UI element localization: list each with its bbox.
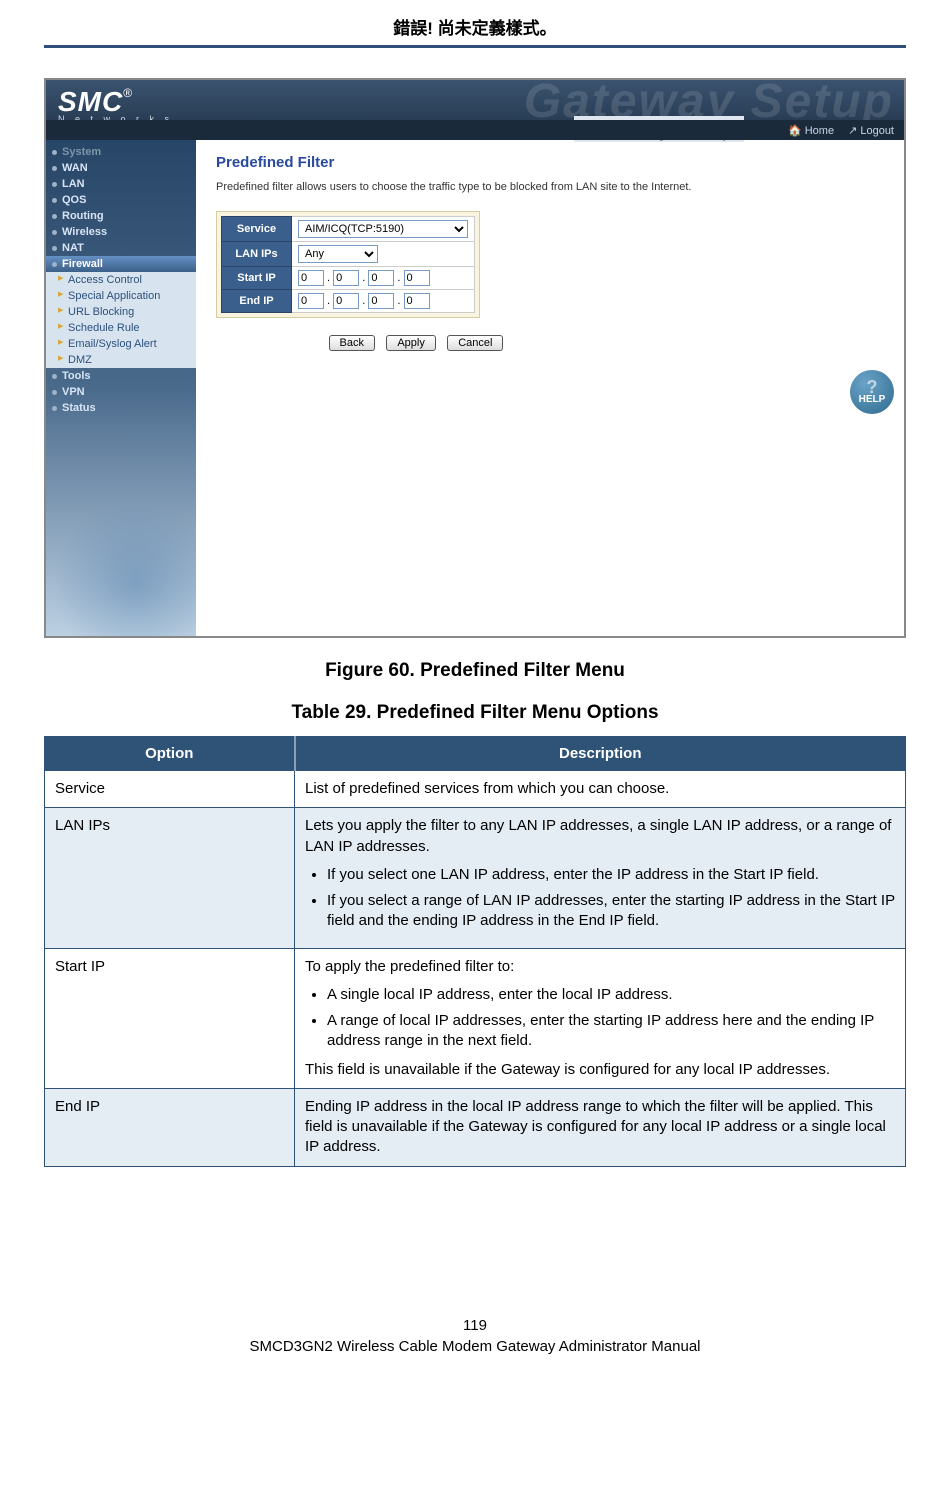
content-panel: Predefined Filter Predefined filter allo…: [196, 140, 904, 636]
sidebar-item-routing[interactable]: Routing: [46, 208, 196, 224]
sidebar-decoration: [46, 506, 196, 636]
home-link[interactable]: 🏠 Home: [788, 124, 834, 137]
sidebar-item-wireless[interactable]: Wireless: [46, 224, 196, 240]
sidebar-item-qos[interactable]: QOS: [46, 192, 196, 208]
description-cell: List of predefined services from which y…: [295, 771, 906, 808]
page-footer: 119 SMCD3GN2 Wireless Cable Modem Gatewa…: [44, 1317, 906, 1355]
header-error-text: 錯誤! 尚未定義樣式。: [44, 10, 906, 45]
sidebar-item-dmz[interactable]: DMZ: [46, 352, 196, 368]
shot-header: SMC® N e t w o r k s Gateway Setup Gatew…: [46, 80, 904, 140]
top-bar: 🏠 Home ↗ Logout: [46, 120, 904, 140]
table-caption: Table 29. Predefined Filter Menu Options: [44, 702, 906, 724]
logo: SMC® N e t w o r k s: [58, 86, 173, 124]
endip-oct1[interactable]: [298, 293, 324, 309]
panel-title: Predefined Filter: [216, 154, 884, 171]
sidebar-item-vpn[interactable]: VPN: [46, 384, 196, 400]
table-row: LAN IPsLets you apply the filter to any …: [45, 808, 906, 948]
sidebar-item-nat[interactable]: NAT: [46, 240, 196, 256]
endip-oct4[interactable]: [404, 293, 430, 309]
sidebar-item-special-application[interactable]: Special Application: [46, 288, 196, 304]
list-item: If you select one LAN IP address, enter …: [327, 865, 895, 885]
table-row: End IPEnding IP address in the local IP …: [45, 1088, 906, 1166]
description-cell: Ending IP address in the local IP addres…: [295, 1088, 906, 1166]
header-rule: [44, 45, 906, 48]
logo-text: SMC: [58, 86, 123, 117]
logout-link[interactable]: ↗ Logout: [848, 124, 894, 137]
sidebar: SystemWANLANQOSRoutingWirelessNATFirewal…: [46, 140, 196, 636]
logo-reg: ®: [123, 86, 132, 100]
endip-oct2[interactable]: [333, 293, 359, 309]
lanips-label: LAN IPs: [222, 242, 292, 267]
options-table: Option Description ServiceList of predef…: [44, 736, 906, 1167]
sidebar-item-email-syslog-alert[interactable]: Email/Syslog Alert: [46, 336, 196, 352]
service-label: Service: [222, 217, 292, 242]
figure-caption: Figure 60. Predefined Filter Menu: [44, 660, 906, 682]
description-cell: To apply the predefined filter to:A sing…: [295, 948, 906, 1088]
help-icon: ?: [867, 380, 878, 394]
list-item: A single local IP address, enter the loc…: [327, 985, 895, 1005]
page-number: 119: [44, 1317, 906, 1334]
startip-label: Start IP: [222, 267, 292, 290]
table-row: ServiceList of predefined services from …: [45, 771, 906, 808]
sidebar-item-url-blocking[interactable]: URL Blocking: [46, 304, 196, 320]
description-cell: Lets you apply the filter to any LAN IP …: [295, 808, 906, 948]
startip-oct1[interactable]: [298, 270, 324, 286]
lanips-select[interactable]: Any: [298, 245, 378, 263]
option-cell: Start IP: [45, 948, 295, 1088]
table-row: Start IPTo apply the predefined filter t…: [45, 948, 906, 1088]
manual-title: SMCD3GN2 Wireless Cable Modem Gateway Ad…: [44, 1338, 906, 1355]
sidebar-item-status[interactable]: Status: [46, 400, 196, 416]
option-cell: Service: [45, 771, 295, 808]
sidebar-item-firewall[interactable]: Firewall: [46, 256, 196, 272]
sidebar-item-system[interactable]: System: [46, 144, 196, 160]
col-description-header: Description: [295, 737, 906, 771]
back-button[interactable]: Back: [329, 335, 375, 351]
sidebar-item-schedule-rule[interactable]: Schedule Rule: [46, 320, 196, 336]
filter-form: Service AIM/ICQ(TCP:5190) LAN IPs: [216, 211, 480, 318]
col-option-header: Option: [45, 737, 295, 771]
option-cell: End IP: [45, 1088, 295, 1166]
sidebar-item-access-control[interactable]: Access Control: [46, 272, 196, 288]
startip-oct3[interactable]: [368, 270, 394, 286]
startip-oct4[interactable]: [404, 270, 430, 286]
cancel-button[interactable]: Cancel: [447, 335, 503, 351]
help-button[interactable]: ? HELP: [850, 370, 894, 414]
endip-label: End IP: [222, 290, 292, 313]
endip-fields: . . .: [292, 290, 475, 313]
list-item: A range of local IP addresses, enter the…: [327, 1011, 895, 1052]
list-item: If you select a range of LAN IP addresse…: [327, 891, 895, 932]
sidebar-item-tools[interactable]: Tools: [46, 368, 196, 384]
startip-oct2[interactable]: [333, 270, 359, 286]
screenshot-frame: SMC® N e t w o r k s Gateway Setup Gatew…: [44, 78, 906, 638]
startip-fields: . . .: [292, 267, 475, 290]
service-select[interactable]: AIM/ICQ(TCP:5190): [298, 220, 468, 238]
panel-intro-text: Predefined filter allows users to choose…: [216, 181, 884, 193]
sidebar-item-wan[interactable]: WAN: [46, 160, 196, 176]
endip-oct3[interactable]: [368, 293, 394, 309]
option-cell: LAN IPs: [45, 808, 295, 948]
apply-button[interactable]: Apply: [386, 335, 436, 351]
button-row: Back Apply Cancel: [216, 335, 616, 351]
sidebar-item-lan[interactable]: LAN: [46, 176, 196, 192]
